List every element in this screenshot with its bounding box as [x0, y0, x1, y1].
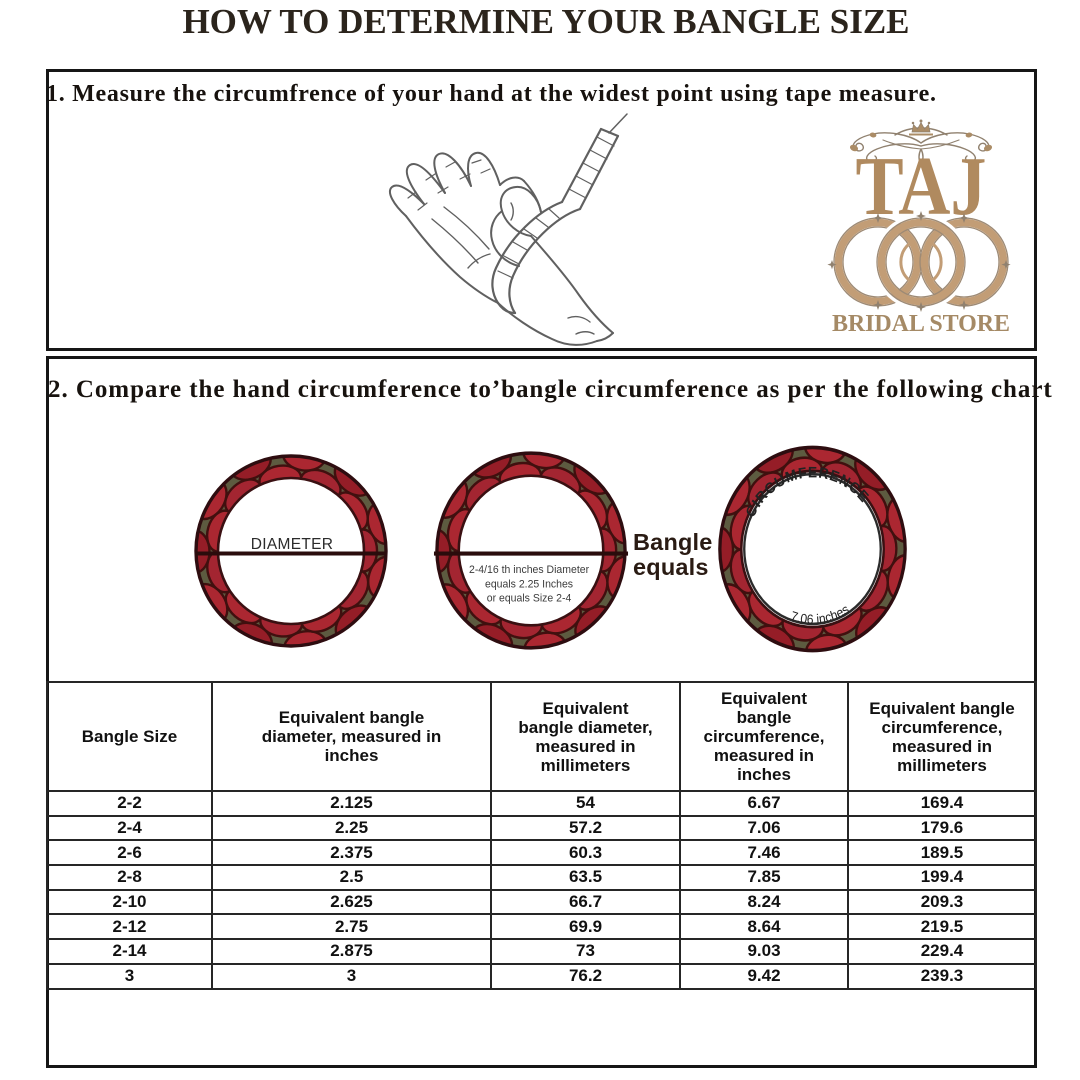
svg-text:2-4/16 th inches Diameter: 2-4/16 th inches Diameter — [469, 564, 590, 576]
svg-text:equals 2.25 Inches: equals 2.25 Inches — [485, 578, 573, 590]
svg-text:or equals Size 2-4: or equals Size 2-4 — [487, 593, 572, 605]
svg-text:DIAMETER: DIAMETER — [251, 536, 334, 553]
svg-text:BRIDAL STORE: BRIDAL STORE — [832, 311, 1010, 337]
